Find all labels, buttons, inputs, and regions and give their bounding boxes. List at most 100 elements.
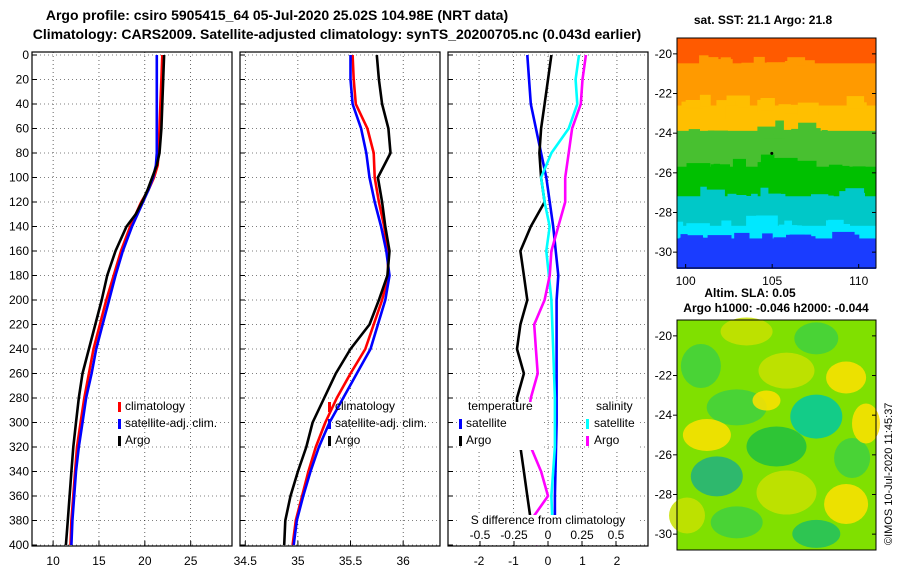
salinity-difference-axis: S difference from climatology -0.5 -0.25 0… xyxy=(458,513,638,546)
sla-blob xyxy=(852,403,880,444)
sst-blob xyxy=(680,234,688,242)
title-line-2: Climatology: CARS2009. Satellite-adjuste… xyxy=(33,26,641,42)
sst-blob xyxy=(789,234,812,243)
sst-blob xyxy=(757,162,774,167)
legend-swatch-temperature-argo xyxy=(459,436,462,446)
series-line-argo xyxy=(282,54,392,546)
sst-blob xyxy=(808,128,821,139)
sst-blob xyxy=(677,221,684,231)
sst-blob xyxy=(821,130,828,136)
sst-map xyxy=(677,38,876,269)
series-line-climatology xyxy=(291,54,390,546)
temperature-grid: 0 20 40 60 80 100 120 140 160 180 200 220 240 260 280 3… xyxy=(9,48,232,568)
map-y-tick-label: -30 xyxy=(655,245,673,259)
sla-blob xyxy=(682,419,731,451)
sst-map-axes: -20 -22 -24 -26 -28 -30 100 105 110 xyxy=(655,47,876,288)
map-y-tick-label: -22 xyxy=(655,369,673,383)
sst-blob xyxy=(707,235,732,240)
temperature-panel: 0 20 40 60 80 100 120 140 160 180 200 220 240 260 280 3… xyxy=(9,48,233,568)
sla-blob xyxy=(826,361,867,394)
x-tick-label: 35.5 xyxy=(339,554,363,568)
sla-blob xyxy=(794,322,839,355)
sst-blob xyxy=(737,196,757,201)
difference-grid: -2 -1 0 1 2 xyxy=(448,52,648,568)
sst-blob xyxy=(828,164,843,171)
legend-label-satellite: satellite-adj. clim. xyxy=(125,416,217,430)
sst-blob xyxy=(697,237,711,245)
map-x-tick-label: 105 xyxy=(762,274,782,288)
sla-blob xyxy=(790,394,843,439)
depth-tick-label: 100 xyxy=(9,171,29,185)
legend-label-climatology: climatology xyxy=(335,399,395,413)
legend-label-salinity-argo: Argo xyxy=(594,433,620,447)
sst-blob xyxy=(852,166,866,176)
salinity-grid: 34.5 35 35.5 36 xyxy=(234,52,440,568)
legend-label-climatology: climatology xyxy=(125,399,185,413)
sla-blob xyxy=(792,519,841,548)
sst-blob xyxy=(797,102,819,116)
legend-swatch-argo xyxy=(118,436,121,446)
sst-blob xyxy=(756,215,778,227)
legend-swatch-argo xyxy=(328,436,331,446)
sla-blob xyxy=(720,317,773,346)
legend-label-temperature-satellite: satellite xyxy=(466,416,507,430)
sst-blob xyxy=(790,225,802,231)
x-tick-label: 25 xyxy=(184,554,198,568)
sst-map-frame xyxy=(676,37,877,269)
sst-blob xyxy=(800,60,815,66)
x-tick-label: -1 xyxy=(508,554,519,568)
series-line-temperature-argo xyxy=(515,54,553,545)
depth-tick-label: 380 xyxy=(9,514,29,528)
legend-background-salinity xyxy=(590,402,640,450)
legend-label-temperature-argo: Argo xyxy=(466,433,492,447)
sst-blob xyxy=(681,101,701,108)
map-x-tick-label: 110 xyxy=(849,274,868,288)
legend-swatch-climatology xyxy=(328,402,331,412)
sla-blob xyxy=(710,506,763,539)
salinity-frame xyxy=(239,51,441,547)
map-y-tick-label: -28 xyxy=(655,205,673,219)
sst-blob xyxy=(710,164,730,175)
sst-blob xyxy=(734,232,750,246)
sst-blob xyxy=(701,189,725,201)
legend-swatch-satellite xyxy=(118,419,121,429)
sst-blob xyxy=(741,62,765,71)
temperature-frame xyxy=(31,51,233,547)
depth-tick-label: 280 xyxy=(9,391,29,405)
legend-swatch-salinity-argo xyxy=(586,436,589,446)
depth-tick-label: 60 xyxy=(16,122,30,136)
depth-tick-label: 300 xyxy=(9,416,29,430)
salinity-legend: climatology satellite-adj. clim. Argo xyxy=(328,399,427,447)
temperature-legend: climatology satellite-adj. clim. Argo xyxy=(118,399,217,447)
sst-blob xyxy=(732,158,746,172)
sla-blob xyxy=(834,438,871,478)
depth-tick-label: 220 xyxy=(9,318,29,332)
sst-blob xyxy=(753,56,765,67)
sst-blob xyxy=(751,193,758,200)
temperature-lines xyxy=(64,54,166,546)
sst-blob xyxy=(775,193,786,201)
sla-title-line-1: Altim. SLA: 0.05 xyxy=(704,286,796,300)
series-line-salinity-satellite xyxy=(539,54,581,546)
sst-blob xyxy=(720,57,731,71)
sla-blob xyxy=(824,484,869,524)
map-y-tick-label: -22 xyxy=(655,87,673,101)
sst-blob xyxy=(686,163,711,171)
sst-blob xyxy=(716,100,736,108)
sst-blob xyxy=(708,57,719,71)
sst-blob xyxy=(840,165,850,176)
map-y-tick-label: -24 xyxy=(655,408,673,422)
sst-blob xyxy=(721,220,732,230)
legend-swatch-salinity-satellite xyxy=(586,419,589,429)
depth-tick-label: 260 xyxy=(9,367,29,381)
sst-blob xyxy=(760,98,775,111)
sst-blob xyxy=(798,122,817,132)
sst-blob xyxy=(701,60,710,67)
x-tick-label: 0 xyxy=(545,554,552,568)
x-tick-label: 10 xyxy=(46,554,60,568)
sst-map-title: sat. SST: 21.1 Argo: 21.8 xyxy=(694,13,833,27)
sst-blob xyxy=(787,57,806,66)
sst-blob xyxy=(726,95,750,108)
salinity-diff-tick-label: -0.25 xyxy=(500,528,528,542)
